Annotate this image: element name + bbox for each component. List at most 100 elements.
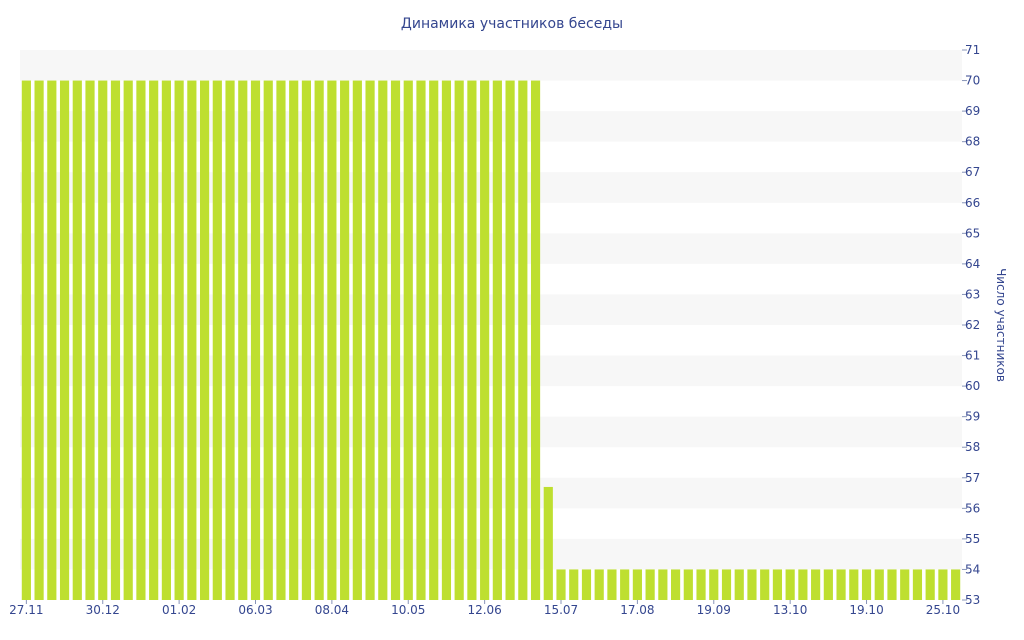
bar	[47, 80, 57, 600]
bar	[836, 569, 846, 600]
bar	[98, 80, 108, 600]
bars	[21, 80, 961, 600]
y-tick-label: 70	[965, 74, 980, 88]
bar	[263, 80, 273, 600]
bar	[760, 569, 770, 600]
bar	[874, 569, 884, 600]
x-tick-label: 25.10	[926, 603, 960, 617]
bar	[327, 80, 337, 600]
x-tick-label: 27.11	[9, 603, 43, 617]
grid-band	[20, 111, 962, 142]
x-tick-label: 13.10	[773, 603, 807, 617]
bar	[518, 80, 528, 600]
bar	[556, 569, 566, 600]
y-tick-label: 58	[965, 440, 980, 454]
bar	[72, 80, 82, 600]
bar	[110, 80, 121, 600]
bar	[161, 80, 171, 600]
bar	[21, 80, 31, 600]
bar	[530, 80, 541, 600]
bar	[225, 80, 235, 600]
x-tick-label: 01.02	[162, 603, 196, 617]
bar	[671, 569, 681, 600]
bar	[187, 80, 197, 600]
grid-band	[20, 477, 962, 509]
grid-band	[20, 416, 962, 448]
grid-band	[20, 355, 962, 387]
grid-band	[20, 538, 962, 570]
bar	[454, 80, 464, 600]
bar	[85, 80, 95, 600]
bar	[594, 569, 604, 600]
y-tick-label: 55	[965, 532, 980, 546]
bar	[403, 80, 413, 600]
x-tick-label: 06.03	[238, 603, 272, 617]
bar	[416, 80, 426, 600]
bar	[607, 569, 617, 600]
bar	[772, 569, 783, 600]
bar	[683, 569, 693, 600]
bar	[505, 80, 515, 600]
y-axis-ticks: 53 54 55 56 57 58 59 60 61 62 63 64 65 66 67 68 69 70 71	[962, 43, 980, 607]
y-tick-label: 69	[965, 104, 980, 118]
bar	[721, 569, 732, 600]
x-tick-label: 19.09	[697, 603, 731, 617]
y-tick-label: 59	[965, 410, 980, 424]
x-tick-label: 30.12	[86, 603, 120, 617]
bar	[467, 80, 477, 600]
y-tick-label: 53	[965, 593, 980, 607]
bar	[696, 569, 706, 600]
bar	[238, 80, 248, 600]
x-tick-label: 12.06	[467, 603, 501, 617]
bar	[123, 80, 133, 600]
y-tick-label: 68	[965, 135, 980, 149]
bar	[340, 80, 350, 600]
bar	[429, 80, 439, 600]
bar	[212, 80, 222, 600]
grid-band	[20, 50, 962, 81]
y-axis-title: Число участников	[994, 268, 1008, 382]
bar	[811, 569, 821, 600]
bar	[174, 80, 184, 600]
y-tick-label: 61	[965, 349, 980, 363]
bar	[658, 569, 668, 600]
bar	[620, 569, 630, 600]
bar	[365, 80, 375, 600]
x-tick-label: 17.08	[620, 603, 654, 617]
bar	[849, 569, 859, 600]
bar	[823, 569, 833, 600]
x-tick-label: 19.10	[849, 603, 883, 617]
chart-title: Динамика участников беседы	[401, 16, 623, 32]
y-tick-label: 62	[965, 318, 980, 332]
grid-band	[20, 294, 962, 325]
grid-band	[20, 172, 962, 203]
bar	[861, 569, 872, 600]
bar	[34, 80, 44, 600]
y-tick-label: 71	[965, 43, 980, 57]
bar	[951, 569, 961, 600]
bar	[250, 80, 261, 600]
bar	[480, 80, 490, 600]
y-tick-label: 67	[965, 165, 980, 179]
bar	[390, 80, 401, 600]
bar	[289, 80, 299, 600]
bar	[352, 80, 362, 600]
bar	[441, 80, 452, 600]
bar	[785, 569, 795, 600]
y-tick-label: 60	[965, 379, 980, 393]
bar	[59, 80, 70, 600]
bar	[798, 569, 808, 600]
bar	[912, 569, 923, 600]
bar	[925, 569, 935, 600]
grid-band	[20, 233, 962, 264]
bar	[734, 569, 744, 600]
bar	[938, 569, 948, 600]
y-tick-label: 66	[965, 196, 980, 210]
bar	[301, 80, 312, 600]
bar	[581, 569, 592, 600]
bar	[709, 569, 719, 600]
grid-bands	[20, 50, 962, 570]
x-tick-label: 10.05	[391, 603, 425, 617]
y-tick-label: 57	[965, 471, 980, 485]
